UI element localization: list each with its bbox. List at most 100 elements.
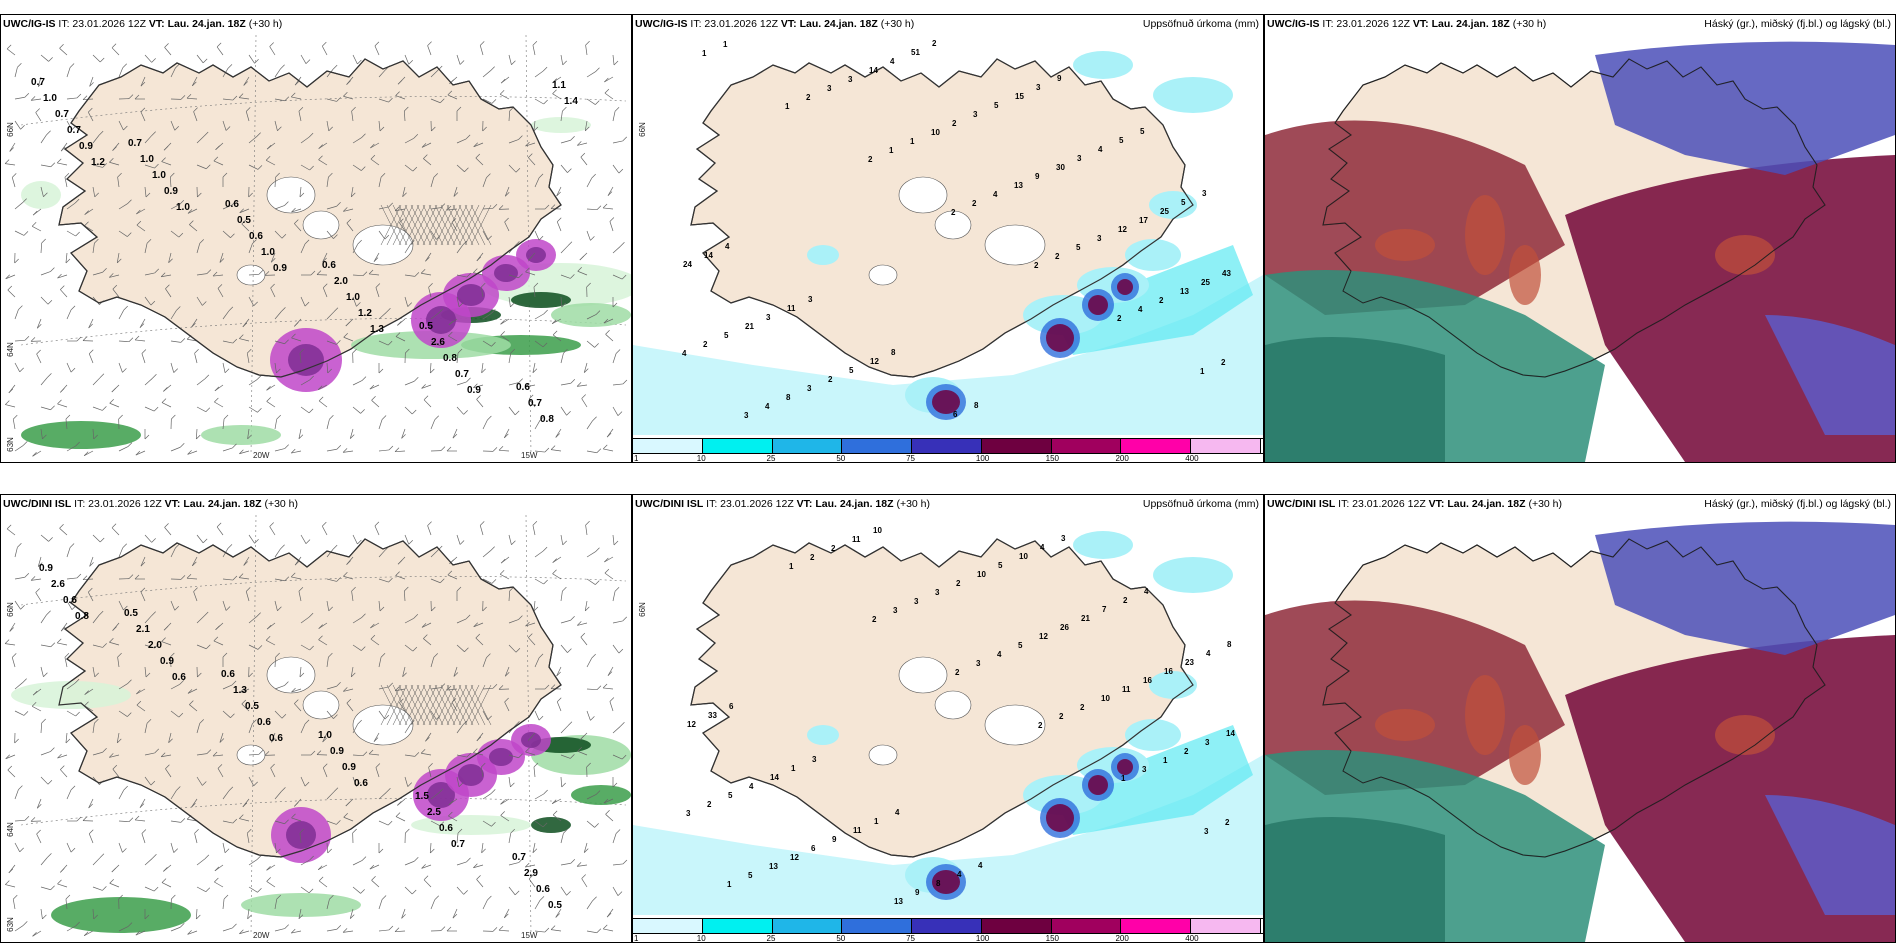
colorbar-tick-label: 10 [696, 454, 706, 463]
wind-value-label: 0.7 [67, 125, 81, 136]
precip-value-label: 14 [770, 773, 779, 782]
wind-value-label: 1.1 [552, 80, 566, 91]
precip-value-label: 23 [1185, 658, 1194, 667]
wind-value-label: 0.6 [516, 382, 530, 393]
precip-value-label: 12 [790, 853, 799, 862]
precip-value-label: 8 [891, 348, 896, 357]
precip-value-label: 2 [1034, 261, 1039, 270]
wind-value-label: 0.9 [39, 563, 53, 574]
wind-value-label: 1.0 [43, 93, 57, 104]
glacier-area [302, 690, 340, 720]
glacier-area [352, 224, 414, 266]
precip-value-label: 3 [1061, 534, 1066, 543]
colorbar-tick-label: 25 [766, 934, 776, 943]
precip-colorbar: 1 10 25 50 75 100 150 200 400 [633, 918, 1263, 943]
colorbar-swatch [1191, 439, 1261, 453]
colorbar-tick-label: 25 [766, 454, 776, 463]
colorbar-swatch [842, 439, 913, 453]
glacier-area [934, 690, 972, 720]
longitude-label: 20W [253, 931, 270, 940]
cloud-cover-shading [1265, 495, 1895, 942]
model-name: UWC/DINI ISL [3, 498, 72, 510]
wind-value-label: 0.9 [342, 762, 356, 773]
init-time: IT: 23.01.2026 12Z [687, 18, 781, 30]
precip-value-label: 2 [932, 39, 937, 48]
longitude-label: 15W [521, 451, 538, 460]
precip-value-label: 3 [1202, 189, 1207, 198]
wind-value-label: 0.7 [31, 77, 45, 88]
colorbar-swatch [1121, 439, 1192, 453]
wind-value-label: 0.9 [79, 141, 93, 152]
precip-value-label: 12 [870, 357, 879, 366]
wind-value-label: 0.6 [322, 260, 336, 271]
wind-value-label: 0.6 [63, 595, 77, 606]
precip-value-label: 11 [853, 826, 862, 835]
precip-value-label: 4 [978, 861, 983, 870]
colorbar-swatch [702, 919, 773, 933]
wind-value-label: 1.2 [358, 308, 372, 319]
precip-value-label: 10 [1019, 552, 1028, 561]
precip-value-label: 5 [748, 871, 753, 880]
precip-value-label: 25 [1201, 278, 1210, 287]
wind-value-label: 1.2 [91, 157, 105, 168]
precip-value-label: 3 [976, 659, 981, 668]
latitude-label: 66N [5, 122, 15, 137]
precip-value-label: 3 [827, 84, 832, 93]
precip-value-label: 9 [1035, 172, 1040, 181]
glacier-area [266, 656, 316, 694]
model-name: UWC/DINI ISL [1267, 498, 1336, 510]
colorbar-tick-label: 10 [696, 934, 706, 943]
cloud-cover-shading [1265, 15, 1895, 462]
colorbar-tick-label: 100 [975, 454, 990, 463]
precip-value-label: 2 [707, 800, 712, 809]
precip-value-label: 3 [807, 384, 812, 393]
precip-value-label: 43 [1222, 269, 1231, 278]
precip-value-label: 12 [1039, 632, 1048, 641]
glacier-area [868, 264, 898, 286]
precip-value-label: 1 [785, 102, 790, 111]
precip-value-label: 4 [890, 57, 895, 66]
panel-header: UWC/IG-IS IT: 23.01.2026 12Z VT: Lau. 24… [635, 18, 914, 30]
colorbar-swatch [1191, 919, 1261, 933]
precip-value-label: 10 [873, 526, 882, 535]
panel-field-title: Háský (gr.), miðský (fj.bl.) og lágský (… [1704, 498, 1891, 510]
precip-value-label: 13 [769, 862, 778, 871]
lead-time: (+30 h) [261, 498, 299, 510]
wind-value-label: 0.6 [269, 733, 283, 744]
colorbar-swatch [772, 919, 843, 933]
precip-value-label: 51 [911, 48, 920, 57]
valid-time: VT: Lau. 24.jan. 18Z [1428, 498, 1526, 510]
hatched-area [380, 684, 492, 726]
precip-map-panel-dini: UWC/DINI ISL IT: 23.01.2026 12Z VT: Lau.… [632, 494, 1264, 943]
init-time: IT: 23.01.2026 12Z [71, 498, 165, 510]
lead-time: (+30 h) [245, 18, 283, 30]
latitude-label: 63N [5, 437, 15, 452]
latitude-label: 66N [637, 602, 647, 617]
precip-value-label: 10 [977, 570, 986, 579]
precip-value-label: 13 [1180, 287, 1189, 296]
precip-value-label: 4 [682, 349, 687, 358]
precip-value-label: 26 [1060, 623, 1069, 632]
precip-value-label: 24 [683, 260, 692, 269]
precip-value-label: 3 [808, 295, 813, 304]
precip-value-label: 6 [811, 844, 816, 853]
wind-speed-shading [21, 117, 631, 449]
precip-value-label: 3 [848, 75, 853, 84]
colorbar-tick-label: 150 [1045, 934, 1060, 943]
precip-value-label: 1 [702, 49, 707, 58]
lead-time: (+30 h) [1509, 18, 1547, 30]
precip-value-label: 4 [895, 808, 900, 817]
precip-value-label: 3 [812, 755, 817, 764]
panel-field-title: Uppsöfnuð úrkoma (mm) [1142, 498, 1259, 510]
precip-value-label: 13 [1014, 181, 1023, 190]
wind-value-label: 0.8 [540, 414, 554, 425]
precip-value-label: 6 [953, 410, 958, 419]
map-canvas [1265, 15, 1895, 462]
colorbar-swatch [1051, 439, 1122, 453]
precip-value-label: 11 [787, 304, 796, 313]
glacier-area [984, 704, 1046, 746]
precip-value-label: 2 [951, 208, 956, 217]
precip-value-label: 5 [728, 791, 733, 800]
precip-value-label: 12 [687, 720, 696, 729]
precip-value-label: 1 [791, 764, 796, 773]
